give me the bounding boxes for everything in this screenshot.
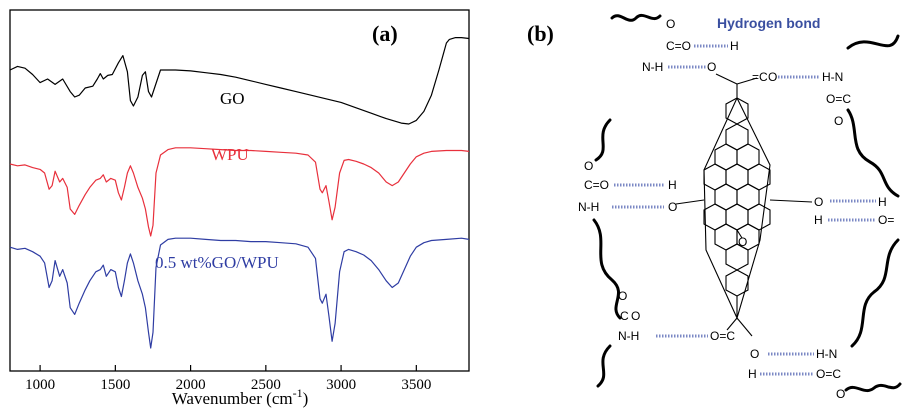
- x-tick-label: 1500: [100, 377, 130, 393]
- x-tick-label: 3500: [401, 377, 431, 393]
- atom-labels: O C=O N-H H O =C O H-N O=C O O C=O N-H H…: [578, 17, 894, 401]
- atom-label: H: [668, 178, 677, 192]
- plot-frame: [10, 10, 469, 371]
- polymer-chain-left-upper: [596, 120, 610, 160]
- atom-label: H: [748, 367, 757, 381]
- atom-label: O=: [878, 213, 894, 227]
- go-bond-bottom-hydroxyl: [737, 318, 752, 336]
- series-layer: [10, 38, 469, 348]
- atom-label: O: [707, 60, 716, 74]
- series-line: [10, 38, 469, 124]
- atom-label: H: [878, 195, 887, 209]
- atom-label: H-N: [816, 347, 837, 361]
- atom-label: O: [768, 70, 777, 84]
- go-ring-16: [726, 270, 748, 296]
- atom-label: C: [620, 309, 629, 323]
- atom-label: O: [738, 235, 747, 249]
- atom-label: O=C: [826, 92, 851, 106]
- atom-label: =C: [752, 70, 768, 84]
- polymer-chains: [594, 15, 900, 390]
- atom-label: O: [834, 114, 843, 128]
- go-bond-top-hydroxyl: [716, 74, 737, 84]
- series-label-go: GO: [220, 89, 245, 108]
- x-axis-label-sup: -1: [293, 386, 303, 400]
- atom-label: O: [666, 17, 675, 31]
- polymer-chain-left-lower: [598, 346, 610, 386]
- atom-label: O=C: [710, 329, 735, 343]
- graphene-oxide-sheet: [676, 74, 812, 336]
- atom-label: O: [836, 387, 845, 401]
- go-sheet-outline: [704, 98, 770, 318]
- atom-label: O: [814, 195, 823, 209]
- series-label-go-wpu: 0.5 wt%GO/WPU: [155, 253, 279, 272]
- polymer-chain-left-middle: [594, 220, 620, 318]
- panel-label-b: (b): [527, 21, 554, 46]
- atom-label: C=O: [584, 178, 609, 192]
- panel-label-a: (a): [372, 21, 398, 46]
- x-tick-label: 1000: [25, 377, 55, 393]
- atom-label: O: [631, 309, 640, 323]
- go-bond-left: [676, 200, 704, 204]
- atom-label: O=C: [816, 367, 841, 381]
- x-axis-label-text: Wavenumber (cm: [172, 389, 293, 408]
- ftir-chart-panel: 1000 1500 2000 2500 3000 3500 (a) GO WPU 0.5 …: [10, 10, 469, 408]
- hydrogen-bond-title: Hydrogen bond: [717, 15, 820, 31]
- atom-label: O: [750, 347, 759, 361]
- hydrogen-bond-diagram: (b) Hydrogen bond: [527, 15, 900, 401]
- atom-label: C=O: [666, 39, 691, 53]
- atom-label: N-H: [618, 329, 639, 343]
- atom-label: H: [730, 39, 739, 53]
- atom-label: O: [618, 289, 627, 303]
- polymer-chain-bottom-right: [846, 384, 900, 391]
- atom-label: H: [814, 213, 823, 227]
- go-bond-right: [770, 200, 812, 202]
- x-axis-label: Wavenumber (cm-1): [172, 386, 309, 408]
- atom-label: N-H: [578, 200, 599, 214]
- series-label-wpu: WPU: [211, 145, 249, 164]
- atom-label: H-N: [822, 70, 843, 84]
- atom-label: O: [668, 200, 677, 214]
- go-ring-1: [726, 98, 748, 124]
- polymer-chain-right-upper: [848, 110, 898, 196]
- polymer-chain-top-right: [848, 36, 898, 48]
- x-axis-label-close: ): [303, 389, 309, 408]
- polymer-chain-right-lower: [852, 240, 898, 346]
- polymer-chain-top-left: [612, 15, 660, 20]
- atom-label: O: [584, 159, 593, 173]
- x-tick-label: 3000: [326, 377, 356, 393]
- atom-label: N-H: [642, 60, 663, 74]
